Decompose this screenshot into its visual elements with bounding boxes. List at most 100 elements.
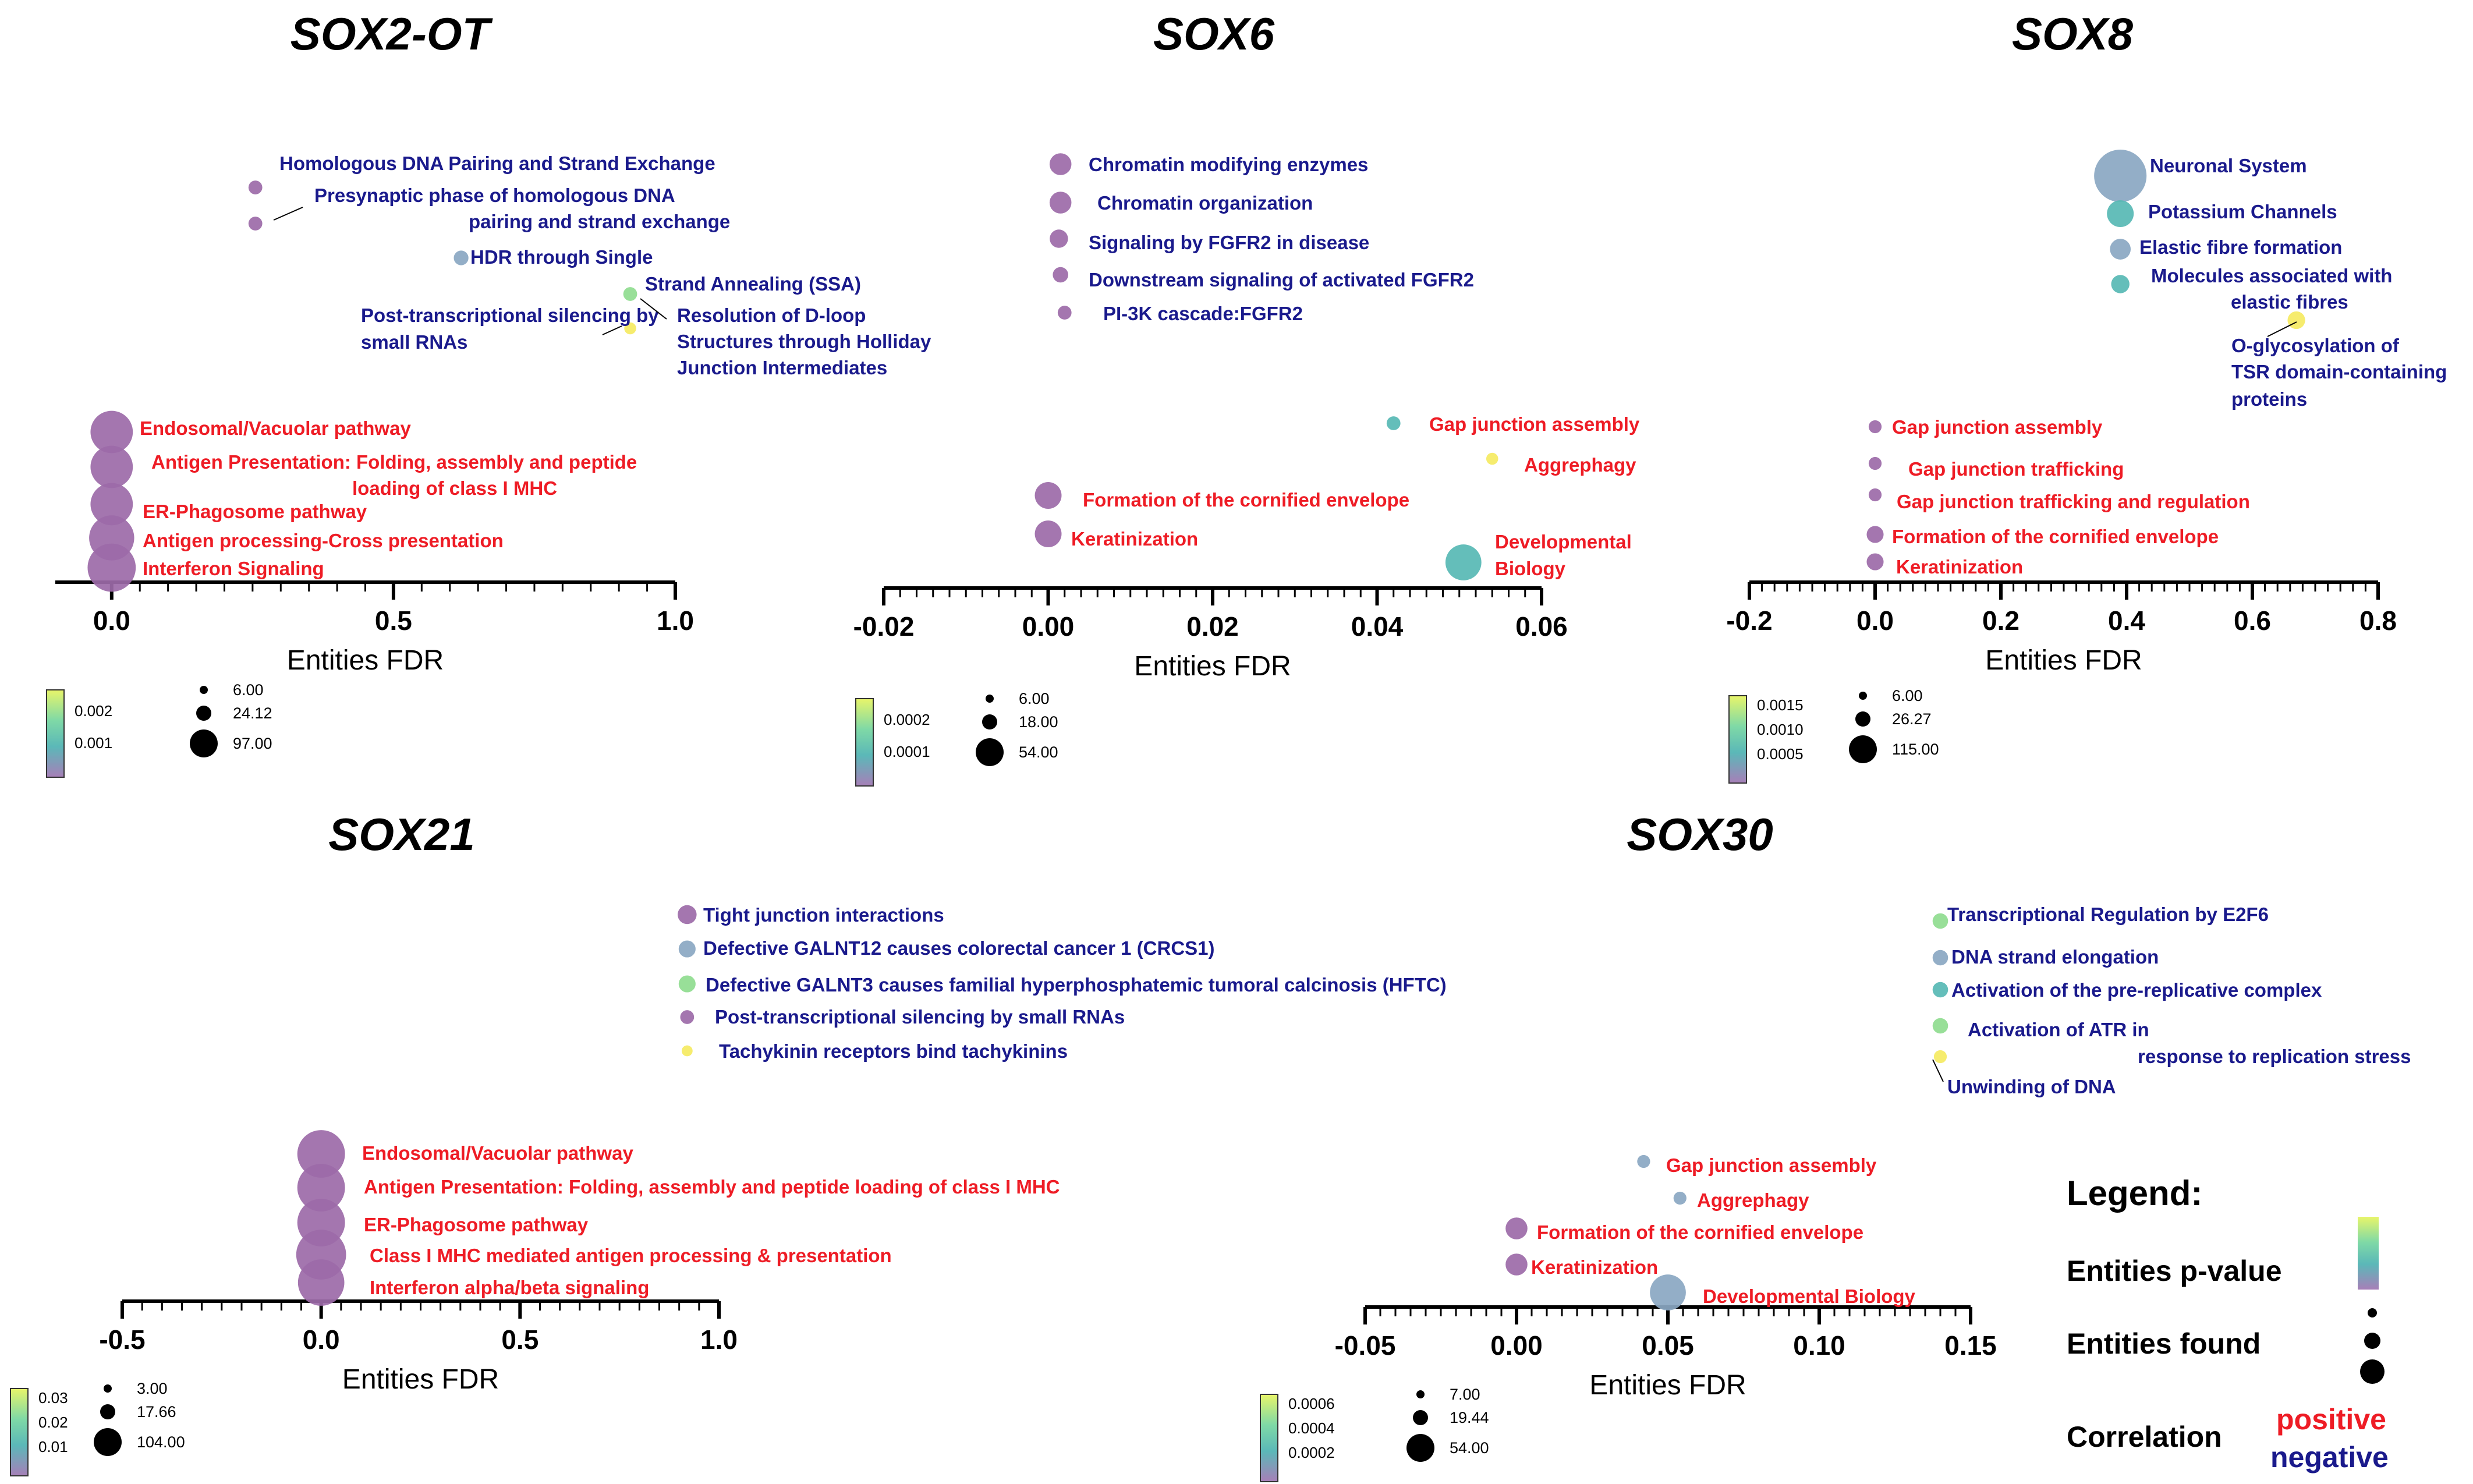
positive-point	[1650, 1274, 1686, 1311]
negative-label: Molecules associated with	[2151, 265, 2392, 286]
positive-label: Gap junction trafficking and regulation	[1897, 491, 2250, 512]
x-axis-label: Entities FDR	[1589, 1370, 1746, 1401]
negative-point	[680, 1010, 695, 1024]
negative-label: Potassium Channels	[2148, 201, 2337, 222]
negative-label: Homologous DNA Pairing and Strand Exchan…	[279, 153, 715, 174]
negative-point	[678, 975, 696, 993]
positive-point	[1868, 456, 1882, 470]
negative-label: elastic fibres	[2231, 291, 2348, 313]
negative-point	[248, 180, 263, 194]
negative-label: TSR domain-containing	[2231, 361, 2447, 382]
negative-label: DNA strand elongation	[1951, 946, 2159, 968]
legend-pvalue-label: Entities p-value	[2067, 1255, 2282, 1287]
positive-point	[1673, 1191, 1687, 1205]
x-tick-label: 0.6	[2234, 605, 2271, 636]
legend-title: Legend:	[2067, 1174, 2202, 1213]
size-legend-marker	[100, 1404, 115, 1419]
negative-point	[623, 287, 637, 301]
x-tick-label: 0.4	[2108, 605, 2145, 636]
positive-point	[1866, 553, 1884, 571]
negative-label: HDR through Single	[470, 246, 653, 268]
positive-point	[1866, 526, 1884, 543]
x-axis-label: Entities FDR	[287, 645, 444, 676]
positive-label: Class I MHC mediated antigen processing …	[370, 1245, 892, 1266]
x-tick-label: 0.04	[1351, 611, 1404, 642]
negative-point	[248, 217, 263, 231]
x-tick-label: 0.15	[1944, 1330, 1997, 1361]
x-tick-label: 0.5	[501, 1324, 538, 1355]
positive-point	[87, 543, 136, 592]
negative-point	[1932, 1018, 1948, 1034]
positive-label: Formation of the cornified envelope	[1083, 489, 1409, 511]
positive-point	[297, 1259, 345, 1306]
positive-point	[90, 483, 133, 526]
x-tick-label: -0.02	[853, 611, 915, 642]
size-legend-marker	[1413, 1410, 1428, 1425]
positive-label: Aggrephagy	[1524, 454, 1636, 476]
positive-label: Keratinization	[1071, 528, 1198, 550]
x-tick-label: 0.00	[1490, 1330, 1543, 1361]
positive-label: Interferon alpha/beta signaling	[370, 1277, 649, 1298]
colorbar-tick-label: 0.03	[38, 1389, 68, 1407]
colorbar	[1260, 1394, 1278, 1482]
negative-point	[453, 250, 469, 265]
positive-label: Aggrephagy	[1697, 1189, 1809, 1211]
positive-point	[1637, 1154, 1650, 1168]
size-legend-label: 54.00	[1450, 1439, 1489, 1457]
negative-point	[681, 1045, 693, 1057]
legend-found-label: Entities found	[2067, 1327, 2261, 1360]
colorbar-tick-label: 0.0005	[1757, 745, 1804, 763]
negative-label: Transcriptional Regulation by E2F6	[1947, 904, 2269, 925]
negative-label: Junction Intermediates	[677, 357, 887, 378]
size-legend-label: 24.12	[233, 704, 272, 722]
negative-label: Strand Annealing (SSA)	[645, 273, 861, 295]
x-tick-label: -0.2	[1726, 605, 1772, 636]
negative-point	[1932, 982, 1948, 998]
x-axis-label: Entities FDR	[1985, 645, 2142, 676]
positive-point	[297, 1130, 345, 1178]
positive-point	[1868, 420, 1882, 434]
negative-label: Activation of the pre-replicative comple…	[1951, 979, 2322, 1001]
positive-label: Antigen Presentation: Folding, assembly …	[151, 451, 637, 473]
x-tick-label: 0.0	[93, 605, 130, 636]
colorbar	[10, 1388, 29, 1476]
positive-label: Keratinization	[1896, 556, 2023, 578]
colorbar-tick-label: 0.0006	[1288, 1395, 1335, 1412]
leader-line	[1932, 1059, 1944, 1082]
negative-label: Defective GALNT3 causes familial hyperph…	[706, 974, 1447, 996]
negative-point	[1050, 229, 1068, 248]
negative-label: Chromatin modifying enzymes	[1089, 154, 1368, 175]
colorbar-tick-label: 0.01	[38, 1438, 68, 1455]
positive-point	[90, 445, 133, 488]
size-legend-label: 115.00	[1892, 741, 1939, 758]
colorbar-tick-label: 0.0004	[1288, 1419, 1335, 1437]
size-legend-label: 26.27	[1892, 710, 1932, 728]
chart-panel-sox8: SOX8 -0.2 0.0 0.2 0.4 0.6 0.8 Entities FDR Neuro…	[1726, 8, 2447, 784]
size-legend-marker	[1859, 692, 1867, 700]
negative-point	[624, 322, 636, 335]
negative-point	[678, 940, 696, 958]
x-axis-label: Entities FDR	[1134, 651, 1291, 682]
size-legend-label: 18.00	[1019, 713, 1058, 731]
x-axis-label: Entities FDR	[342, 1364, 499, 1395]
colorbar	[855, 698, 874, 787]
x-tick-label: 1.0	[700, 1324, 738, 1355]
negative-label: Elastic fibre formation	[2139, 236, 2342, 258]
positive-label: Gap junction assembly	[1892, 416, 2103, 438]
chart-panel-sox30: SOX30 -0.05 0.00 0.05 0.10 0.15 Entities FDR Tr…	[1260, 809, 2411, 1482]
x-tick-label: 0.10	[1793, 1330, 1845, 1361]
positive-label: Developmental Biology	[1703, 1285, 1916, 1307]
negative-label: Presynaptic phase of homologous DNA	[314, 185, 675, 206]
negative-label: Neuronal System	[2150, 155, 2307, 176]
negative-point	[1932, 950, 1948, 966]
legend-negative: negative	[2270, 1441, 2389, 1474]
positive-point	[1505, 1253, 1528, 1276]
size-legend-label: 97.00	[233, 735, 272, 752]
size-legend-marker	[94, 1428, 122, 1456]
colorbar-tick-label: 0.0015	[1757, 696, 1804, 714]
leader-line	[602, 325, 622, 335]
x-tick-label: 0.2	[1982, 605, 2020, 636]
colorbar-tick-label: 0.02	[38, 1414, 68, 1431]
negative-label: O-glycosylation of	[2231, 335, 2400, 356]
